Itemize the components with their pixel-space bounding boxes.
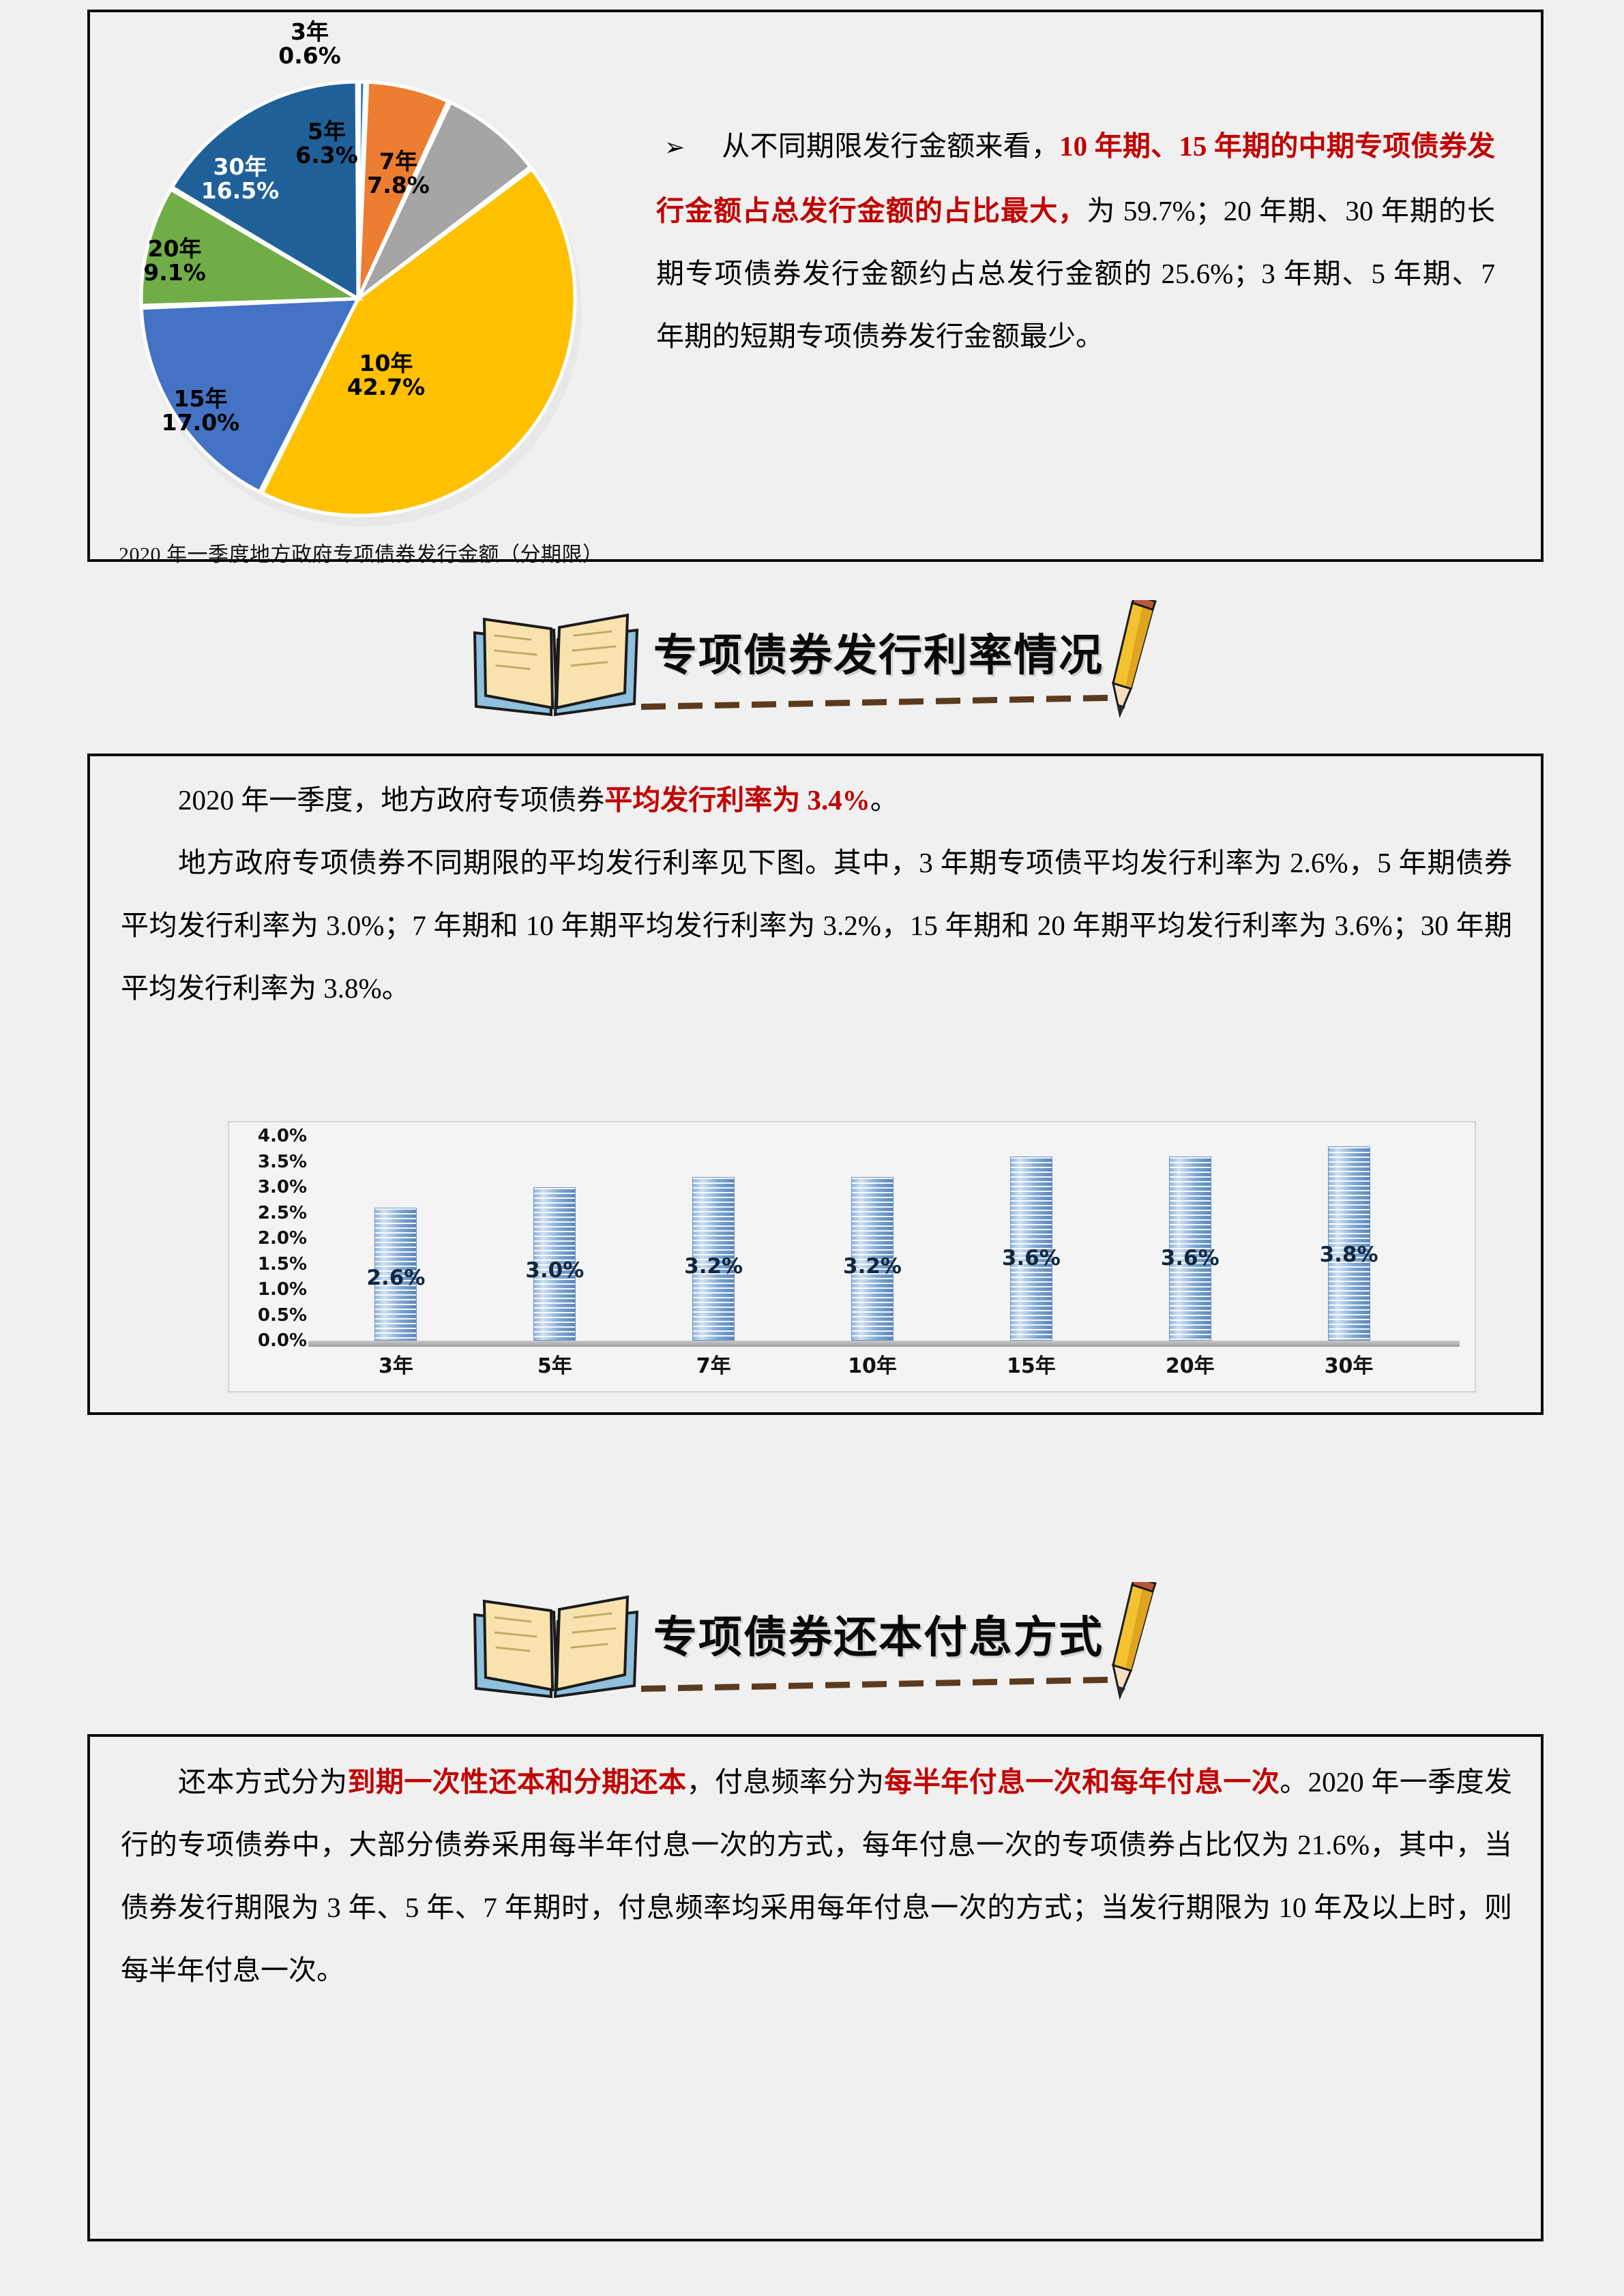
bar-chart-ytick: 2.5% — [257, 1202, 307, 1223]
bar-value-label: 3.2% — [843, 1253, 902, 1279]
section-title-rate: 专项债券发行利率情况 — [653, 631, 1104, 681]
rate-paragraph-2: 地方政府专项债券不同期限的平均发行利率见下图。其中，3 年期专项债平均发行利率为… — [121, 847, 1512, 1004]
bar-rect — [374, 1208, 417, 1341]
bar-rect — [1168, 1157, 1211, 1341]
bar-chart-ytick: 4.0% — [257, 1126, 307, 1146]
repay-part1: 还本方式分为 — [178, 1766, 348, 1798]
bar-column: 3.6% 20年 — [1161, 1136, 1220, 1378]
bar-column: 3.2% 7年 — [684, 1136, 743, 1378]
bar-value-label: 3.8% — [1319, 1242, 1378, 1267]
rate-p1-part3: 。 — [870, 784, 898, 816]
bar-chart-ytick: 3.0% — [257, 1177, 307, 1197]
bar-category-label: 15年 — [1006, 1354, 1056, 1378]
bar-category-label: 7年 — [696, 1354, 731, 1378]
bar-chart-ytick: 1.5% — [257, 1253, 307, 1274]
pie-chart-caption: 2020 年一季度地方政府专项债券发行金额（分期限） — [119, 543, 604, 566]
bar-value-label: 3.6% — [1160, 1246, 1220, 1271]
pie-slice-5年 — [356, 80, 451, 300]
bar-column: 3.6% 15年 — [1002, 1136, 1061, 1378]
bar-category-label: 30年 — [1324, 1354, 1374, 1378]
bar-column: 3.8% 30年 — [1320, 1136, 1378, 1378]
bar-column: 2.6% 3年 — [366, 1136, 425, 1378]
section-header-rate: 专项债券发行利率情况 — [471, 600, 1160, 723]
bar-category-label: 20年 — [1165, 1354, 1215, 1378]
bar-chart-plot-area: 4.0% 3.5% 3.0% 2.5% 2.0% 1.5% 1.0% 0.5% 0.0% 2.6%… — [258, 1126, 1447, 1378]
bar-chart-figure: 4.0% 3.5% 3.0% 2.5% 2.0% 1.5% 1.0% 0.5% 0.0% 2.6%… — [228, 1121, 1476, 1392]
pie-slice-7年 — [356, 100, 533, 300]
bar-chart-ytick: 0.0% — [257, 1330, 307, 1351]
pie-slice-20年 — [139, 187, 364, 308]
bar-rect — [692, 1177, 735, 1341]
rate-p1-highlight: 平均发行利率为 3.4% — [604, 784, 870, 816]
bar-chart-ytick: 1.0% — [257, 1279, 307, 1300]
pie-text-highlight: 10 年期、15 年期的中期专项债券发行金额占总发行金额的占比最大， — [656, 130, 1496, 226]
section-header-repay: 专项债券还本付息方式 — [471, 1582, 1160, 1705]
rate-section-panel: 2020 年一季度，地方政府专项债券平均发行利率为 3.4%。 地方政府专项债券… — [87, 754, 1544, 1415]
pie-chart-svg — [139, 80, 582, 526]
bar-rect — [533, 1187, 576, 1341]
header-dashed-underline — [640, 694, 1113, 710]
bar-value-label: 3.6% — [1001, 1246, 1061, 1271]
bullet-arrow-icon: ➢ — [664, 134, 685, 162]
bar-chart-ytick: 0.5% — [257, 1304, 307, 1326]
pie-chart-panel: 3年 0.6% 5年 6.3% 7年 7.8% 10年 42.7% 15年 17… — [87, 10, 1544, 566]
repay-highlight-2: 每半年付息一次和每年付息一次 — [884, 1766, 1280, 1798]
bar-rect — [1009, 1157, 1052, 1341]
pie-text-part1: 从不同期限发行金额来看， — [722, 130, 1060, 162]
section-title-repay: 专项债券还本付息方式 — [653, 1613, 1104, 1663]
open-book-icon — [473, 1595, 639, 1699]
bar-category-label: 5年 — [537, 1354, 572, 1378]
bar-rect — [1327, 1146, 1370, 1341]
pie-analysis-paragraph: ➢ 从不同期限发行金额来看，10 年期、15 年期的中期专项债券发行金额占总发行金… — [656, 115, 1495, 368]
bar-value-label: 3.2% — [684, 1253, 743, 1279]
repay-highlight-1: 到期一次性还本和分期还本 — [347, 1766, 687, 1798]
bar-chart-ytick: 2.0% — [257, 1228, 307, 1249]
bar-chart-ytick: 3.5% — [257, 1151, 307, 1172]
pie-chart-figure: 3年 0.6% 5年 6.3% 7年 7.8% 10年 42.7% 15年 17… — [105, 20, 637, 566]
rate-paragraph-1: 2020 年一季度，地方政府专项债券平均发行利率为 3.4%。 — [121, 769, 1512, 831]
bar-rect — [851, 1177, 894, 1341]
bar-value-label: 3.0% — [525, 1257, 585, 1283]
repay-part5: 。2020 年一季度发行的专项债券中，大部分债券采用每半年付息一次的方式，每年付… — [121, 1766, 1513, 1986]
pencil-icon — [1111, 600, 1157, 718]
repay-paragraph: 还本方式分为到期一次性还本和分期还本，付息频率分为每半年付息一次和每年付息一次。… — [121, 1750, 1512, 2001]
repay-section-panel: 还本方式分为到期一次性还本和分期还本，付息频率分为每半年付息一次和每年付息一次。… — [87, 1734, 1544, 2241]
pie-slice-15年 — [139, 297, 361, 494]
bar-column: 3.0% 5年 — [525, 1136, 584, 1378]
pie-slices — [139, 80, 577, 518]
bar-category-label: 10年 — [848, 1354, 897, 1378]
rate-p1-part1: 2020 年一季度，地方政府专项债券 — [178, 784, 605, 816]
bar-column: 3.2% 10年 — [843, 1136, 902, 1378]
bar-value-label: 2.6% — [366, 1265, 426, 1290]
pie-slice-10年 — [259, 166, 577, 518]
pie-slice-30年 — [169, 80, 360, 302]
bar-chart-axis-line — [308, 1341, 1460, 1347]
bar-category-label: 3年 — [378, 1354, 413, 1378]
pie-text-part3: 为 59.7%；20 年期、30 年期的长期专项债券发行金额约占总发行金额的 2… — [656, 195, 1495, 352]
pencil-icon — [1111, 1582, 1157, 1700]
repay-part3: ，付息频率分为 — [686, 1766, 885, 1798]
rate-paragraphs: 2020 年一季度，地方政府专项债券平均发行利率为 3.4%。 地方政府专项债券… — [121, 769, 1512, 1019]
header-dashed-underline — [640, 1676, 1113, 1692]
open-book-icon — [473, 613, 639, 717]
